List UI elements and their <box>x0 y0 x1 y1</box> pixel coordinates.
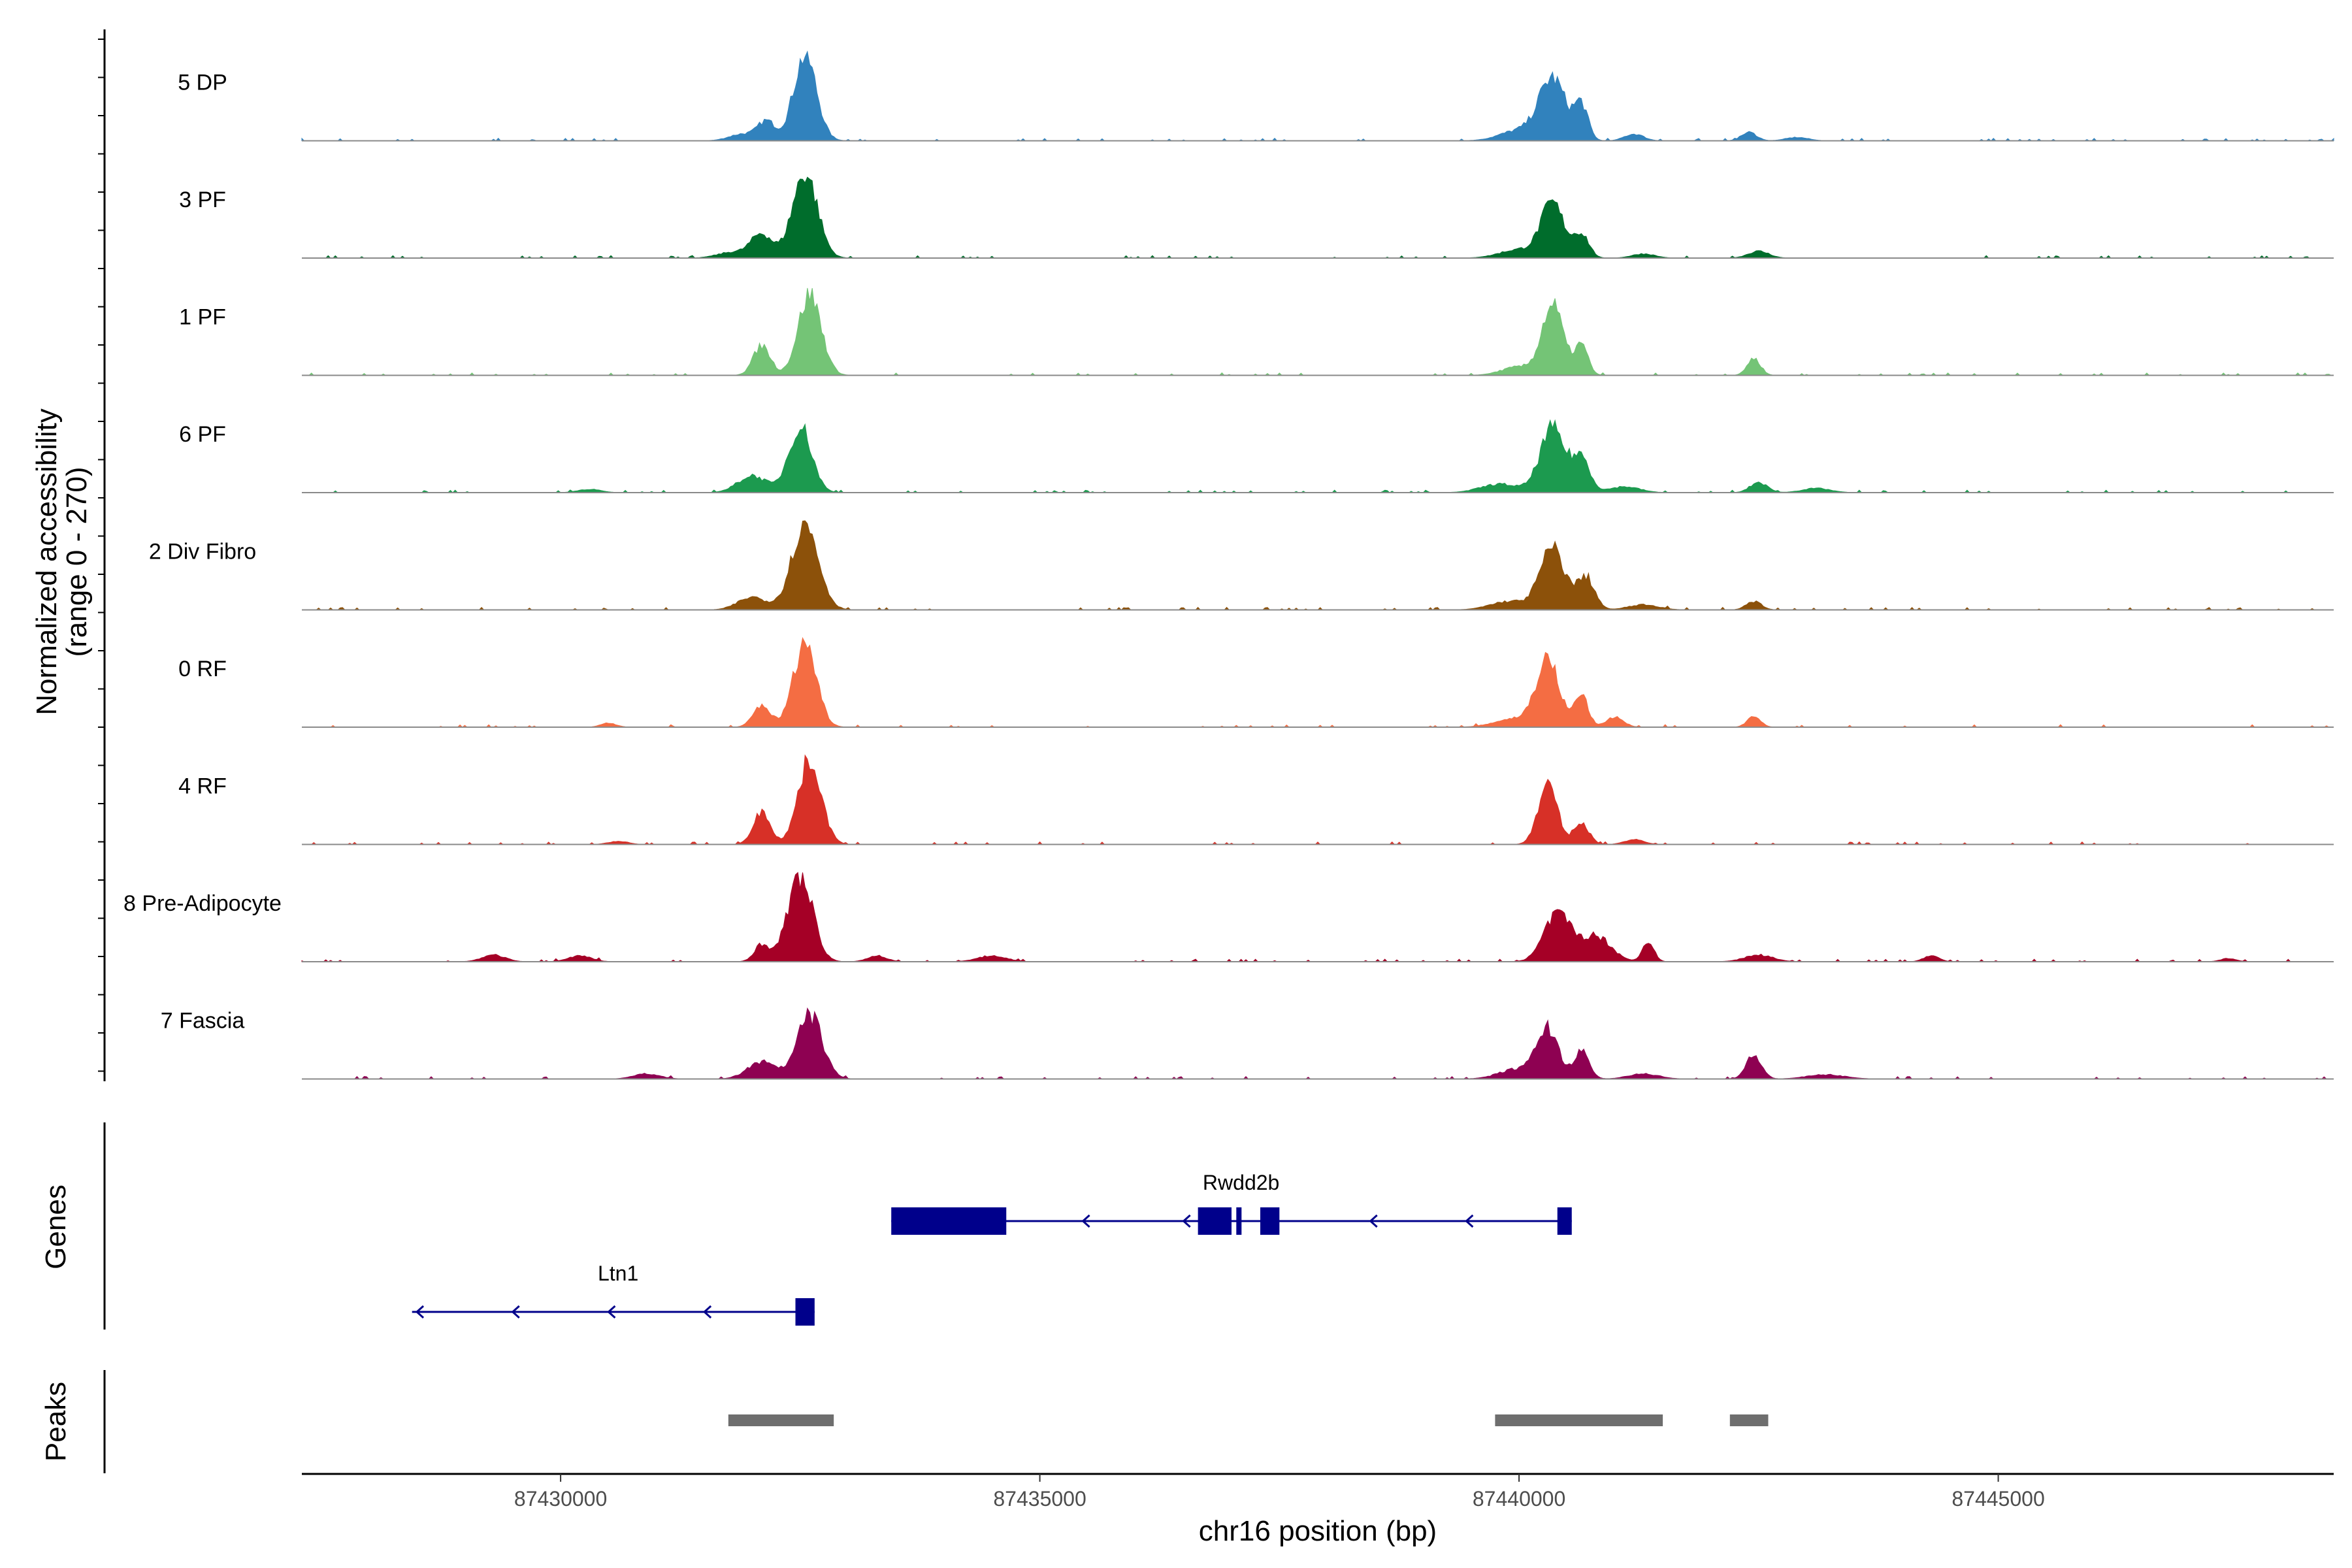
gene-exon <box>891 1207 1007 1235</box>
peaks-panel <box>728 1414 1769 1426</box>
gene-label: Ltn1 <box>598 1262 638 1285</box>
track-3-pf: 3 PF <box>179 176 2334 259</box>
gene-exon <box>1236 1207 1242 1235</box>
coverage-area <box>302 287 2334 376</box>
strand-arrow-icon <box>1081 1214 1090 1228</box>
x-tick-label: 87430000 <box>514 1487 607 1511</box>
coverage-area <box>301 872 2334 962</box>
coverage-area <box>302 636 2334 728</box>
track-label: 4 RF <box>178 774 227 799</box>
coverage-tracks: 5 DP 3 PF 1 PF 6 PF 2 Div Fibro 0 RF 4 RF 8 Pre… <box>123 50 2334 1080</box>
x-axis-ticks: 87430000 87435000 87440000 87445000 <box>514 1474 2045 1511</box>
strand-arrow-icon <box>702 1305 712 1319</box>
y-axis-title-line2: (range 0 - 270) <box>61 466 93 657</box>
gene-exon <box>1557 1207 1572 1235</box>
peak-region <box>1729 1414 1769 1426</box>
track-label: 0 RF <box>178 657 227 681</box>
track-8-pre-adipocyte: 8 Pre-Adipocyte <box>123 872 2334 962</box>
peak-region <box>728 1414 834 1426</box>
gene-exon <box>1260 1207 1280 1235</box>
strand-arrow-icon <box>1182 1214 1191 1228</box>
coverage-area <box>301 50 2334 142</box>
coverage-area <box>302 176 2334 259</box>
gene-label: Rwdd2b <box>1203 1171 1279 1194</box>
y-axis-title-line1: Normalized accessibility <box>31 408 63 715</box>
track-5-dp: 5 DP <box>178 50 2334 142</box>
coverage-area <box>302 1007 2334 1080</box>
x-axis-title: chr16 position (bp) <box>1199 1515 1437 1547</box>
track-label: 7 Fascia <box>161 1009 245 1034</box>
gene-exon <box>1198 1207 1232 1235</box>
track-6-pf: 6 PF <box>179 419 2334 493</box>
track-1-pf: 1 PF <box>179 287 2334 376</box>
track-7-fascia: 7 Fascia <box>161 1007 2334 1080</box>
coverage-area <box>302 520 2334 611</box>
coverage-y-axis <box>98 29 106 1081</box>
coverage-area <box>302 754 2334 845</box>
track-0-rf: 0 RF <box>178 636 2334 728</box>
track-label: 2 Div Fibro <box>149 540 256 564</box>
track-4-rf: 4 RF <box>178 754 2334 845</box>
track-label: 6 PF <box>179 422 226 447</box>
track-label: 1 PF <box>179 305 226 330</box>
strand-arrow-icon <box>607 1305 616 1319</box>
track-label: 5 DP <box>178 71 227 95</box>
strand-arrow-icon <box>511 1305 520 1319</box>
x-tick-label: 87445000 <box>1952 1487 2044 1511</box>
coverage-area <box>302 419 2334 493</box>
gene-ltn1: Ltn1 <box>412 1262 815 1326</box>
gene-rwdd2b: Rwdd2b <box>891 1171 1572 1235</box>
strand-arrow-icon <box>1465 1214 1474 1228</box>
genes-panel-label: Genes <box>40 1184 72 1269</box>
x-tick-label: 87440000 <box>1473 1487 1565 1511</box>
gene-exon <box>795 1298 815 1326</box>
strand-arrow-icon <box>1369 1214 1378 1228</box>
x-tick-label: 87435000 <box>993 1487 1086 1511</box>
track-2-div-fibro: 2 Div Fibro <box>149 520 2334 611</box>
peaks-panel-label: Peaks <box>40 1382 72 1462</box>
track-label: 8 Pre-Adipocyte <box>123 891 282 916</box>
peak-region <box>1495 1414 1663 1426</box>
genes-panel: Rwdd2b Ltn1 <box>412 1171 1572 1326</box>
strand-arrow-icon <box>415 1305 425 1319</box>
track-label: 3 PF <box>179 188 226 212</box>
